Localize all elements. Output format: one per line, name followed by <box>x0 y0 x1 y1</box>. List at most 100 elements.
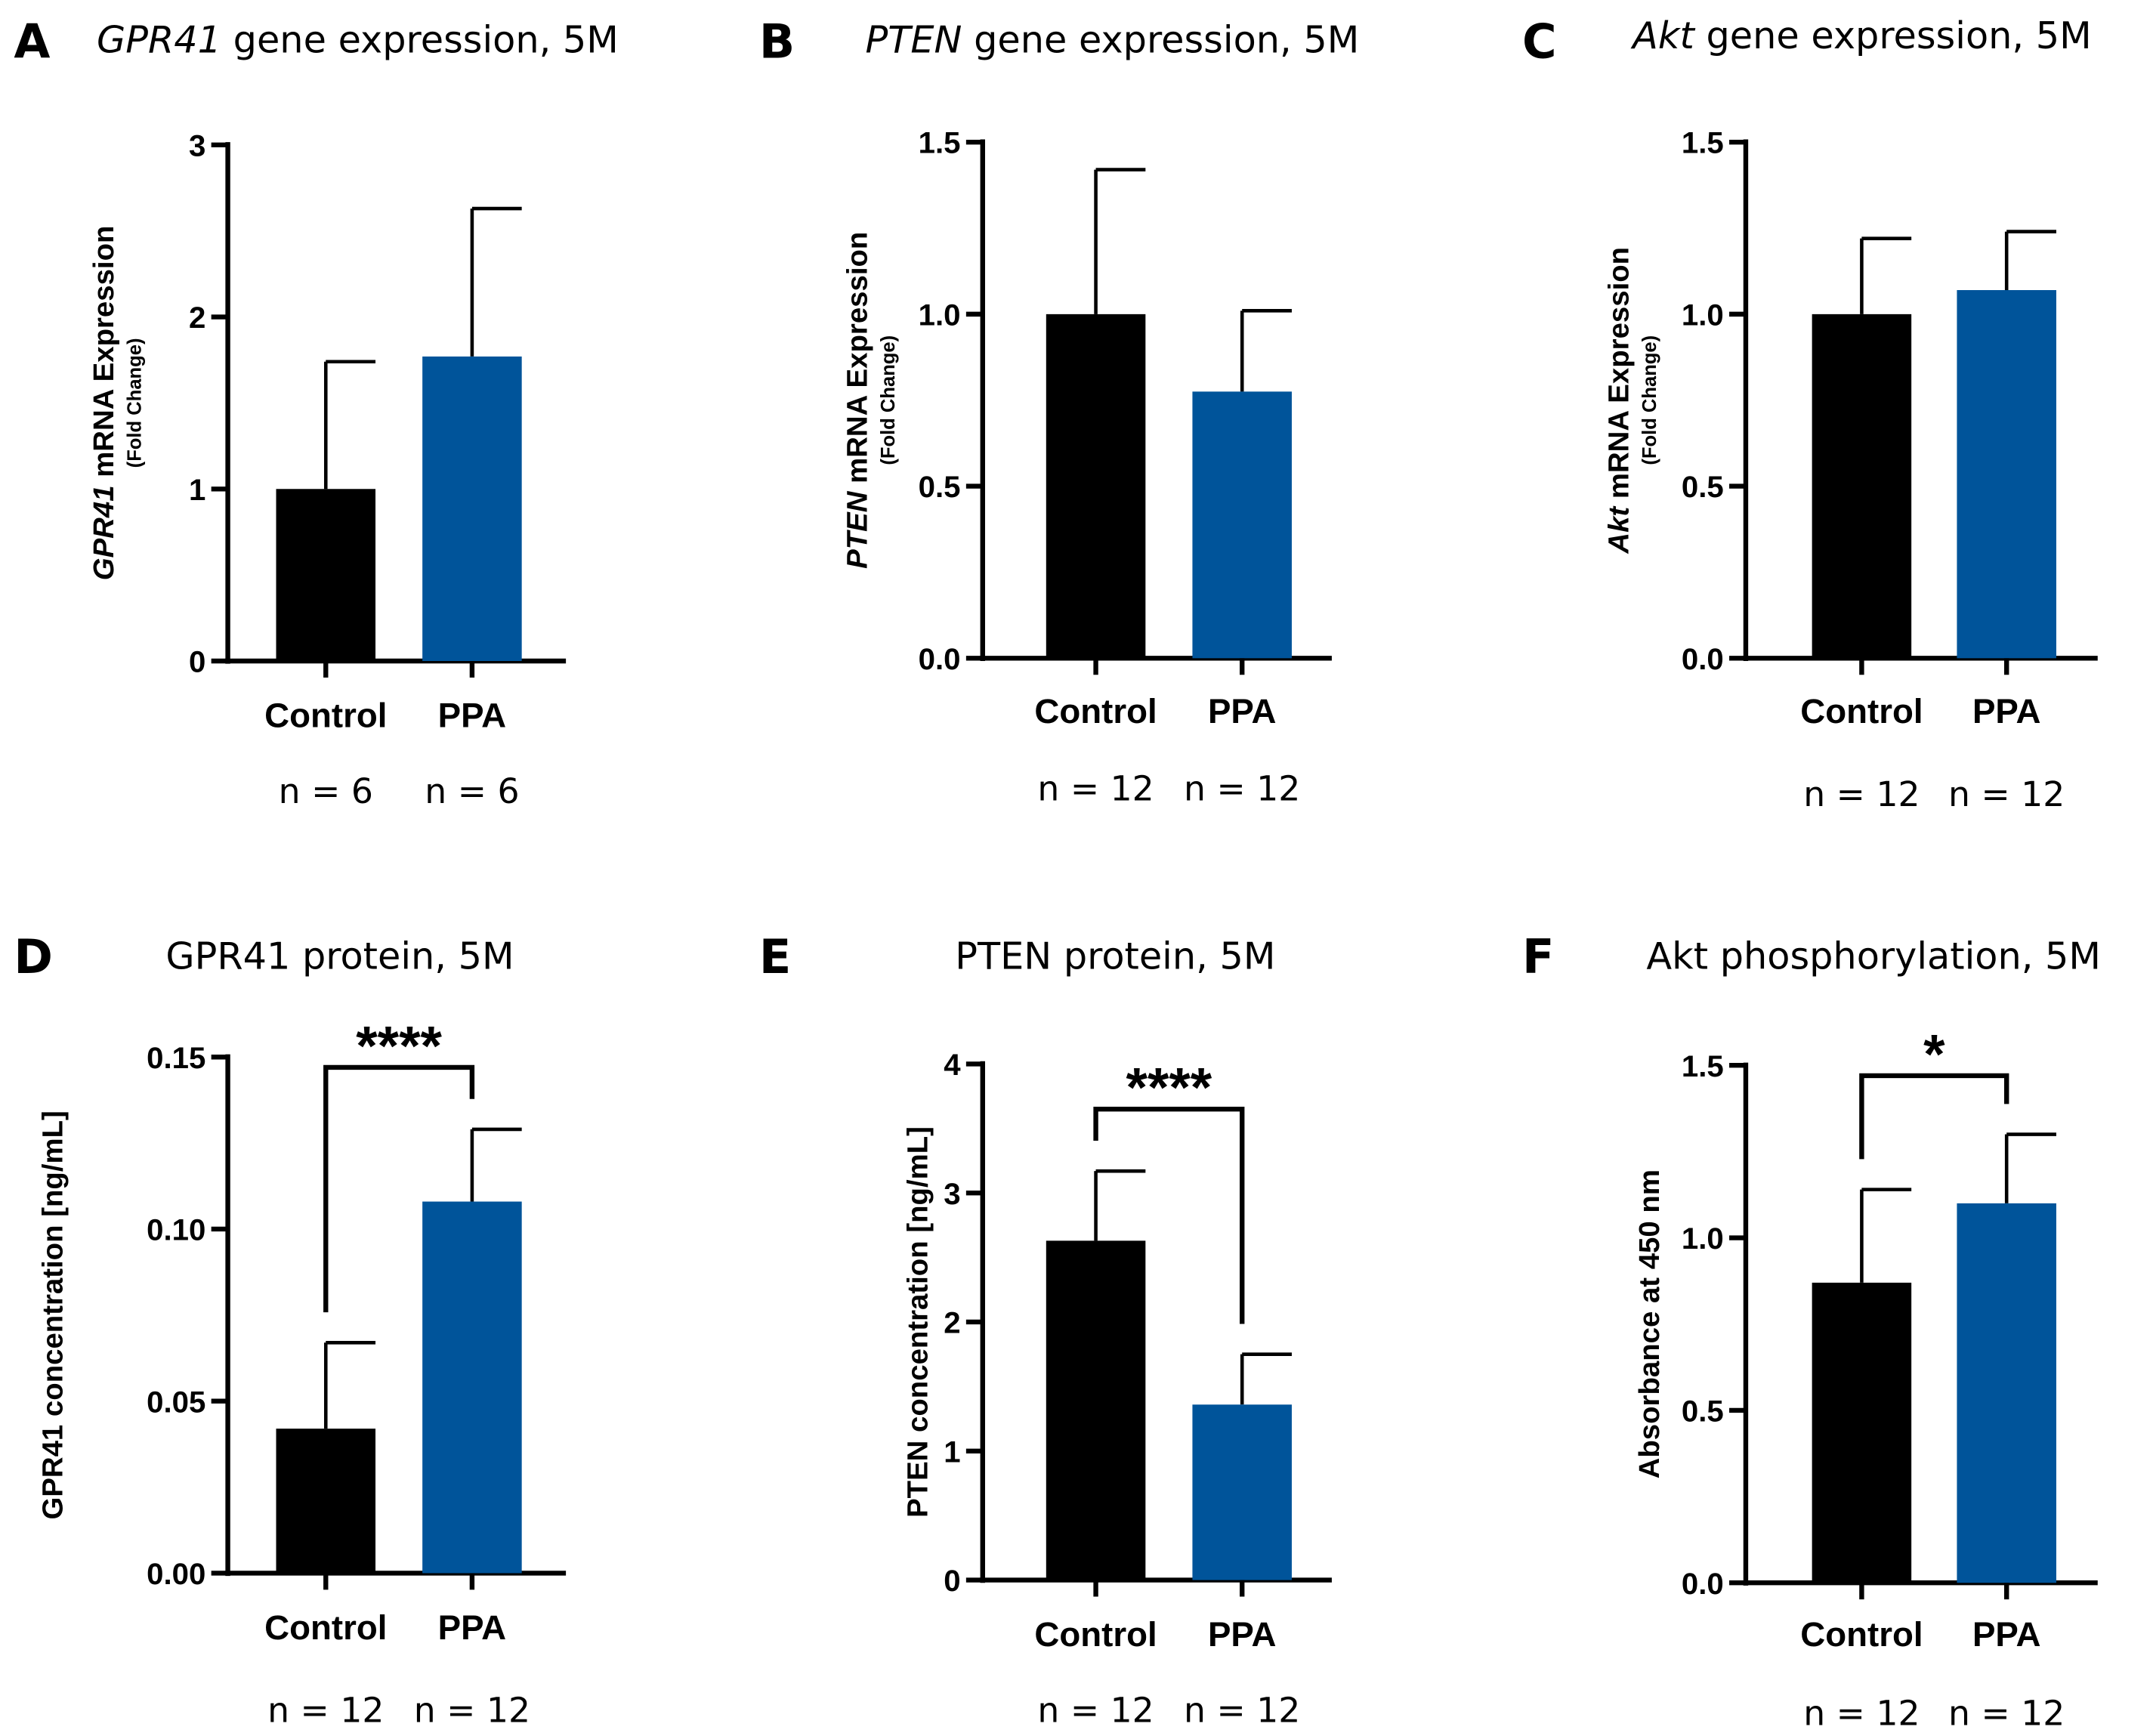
y-axis-sublabel: (Fold Change) <box>878 335 899 465</box>
bar-control <box>1046 314 1146 659</box>
panel-title: PTEN protein, 5M <box>955 934 1275 978</box>
sample-size-label: n = 6 <box>425 771 519 811</box>
ylabel-text: mRNA Expression <box>1603 247 1636 507</box>
ylabel-italic: Akt <box>1603 505 1636 554</box>
y-tick-label: 2 <box>189 301 205 335</box>
panel-letter: E <box>759 929 791 984</box>
y-tick-label: 1.5 <box>1682 126 1724 160</box>
panel-letter: A <box>14 14 50 70</box>
ylabel-text: mRNA Expression <box>841 232 873 492</box>
y-tick-label: 0.0 <box>919 642 961 676</box>
title-text: gene expression, 5M <box>1694 14 2092 57</box>
panel-d: D GPR41 protein, 5M GPR41 concentration [n… <box>14 929 567 1731</box>
x-tick-label: PPA <box>1208 692 1277 731</box>
y-tick-label: 1.5 <box>1682 1049 1724 1083</box>
sample-size-label: n = 12 <box>1948 1693 2065 1733</box>
y-axis-label: GPR41 mRNA Expression <box>88 226 120 581</box>
ylabel-text: mRNA Expression <box>88 226 120 486</box>
y-axis-label: Akt mRNA Expression <box>1603 247 1636 554</box>
panel-letter: B <box>759 14 795 70</box>
panel-letter: D <box>14 929 53 984</box>
y-tick-label: 0.5 <box>1682 470 1724 504</box>
ylabel-text: PTEN concentration [ng/mL] <box>902 1126 934 1518</box>
x-tick-label: Control <box>1034 1615 1157 1654</box>
title-italic: GPR41 <box>97 17 221 61</box>
y-tick-label: 1 <box>944 1435 960 1469</box>
bar-control <box>1812 314 1912 659</box>
y-axis-label: PTEN mRNA Expression <box>841 232 873 569</box>
panel-letter: F <box>1522 929 1554 984</box>
ylabel-text: GPR41 concentration [ng/mL] <box>36 1110 69 1519</box>
sample-size-label: n = 12 <box>1037 1691 1154 1731</box>
y-tick-label: 0.5 <box>1682 1395 1724 1429</box>
y-tick-label: 2 <box>944 1306 960 1340</box>
x-tick-label: Control <box>1800 692 1923 731</box>
sample-size-label: n = 12 <box>1803 1693 1920 1733</box>
sample-size-label: n = 6 <box>279 771 373 811</box>
title-italic: PTEN <box>866 17 962 61</box>
title-text: gene expression, 5M <box>221 17 619 61</box>
ylabel-italic: PTEN <box>841 490 873 569</box>
panel-title: GPR41 gene expression, 5M <box>97 17 619 61</box>
y-axis-sublabel: (Fold Change) <box>1639 335 1660 465</box>
sample-size-label: n = 12 <box>1184 1691 1300 1731</box>
title-text: gene expression, 5M <box>962 17 1359 61</box>
y-tick-label: 0.10 <box>147 1213 205 1247</box>
significance-label: * <box>1923 1024 1945 1085</box>
sample-size-label: n = 12 <box>1184 768 1300 808</box>
bar-ppa <box>1957 289 2056 659</box>
y-axis-label: GPR41 concentration [ng/mL] <box>36 1110 69 1519</box>
bar-control <box>1812 1282 1912 1583</box>
y-axis-label: PTEN concentration [ng/mL] <box>902 1126 934 1518</box>
x-tick-label: PPA <box>1972 692 2040 731</box>
title-italic: Akt <box>1630 14 1695 57</box>
bar-ppa <box>422 356 522 661</box>
bar-ppa <box>1192 391 1292 659</box>
significance-bracket <box>1093 1106 1245 1324</box>
panel-title: Akt phosphorylation, 5M <box>1646 934 2101 978</box>
bar-control <box>276 1429 376 1574</box>
x-tick-label: Control <box>264 1608 387 1647</box>
x-tick-label: PPA <box>438 1608 506 1647</box>
x-tick-label: PPA <box>438 697 506 735</box>
y-axis-label: Absorbance at 450 nm <box>1633 1169 1666 1478</box>
sample-size-label: n = 12 <box>1803 774 1920 814</box>
y-tick-label: 0.00 <box>147 1557 205 1591</box>
panel-title: Akt gene expression, 5M <box>1630 14 2092 57</box>
bar-ppa <box>1192 1404 1292 1580</box>
y-tick-label: 0.0 <box>1682 642 1724 676</box>
ylabel-text: Absorbance at 450 nm <box>1633 1169 1666 1478</box>
y-tick-label: 0.0 <box>1682 1567 1724 1601</box>
panel-f: F Akt phosphorylation, 5M Absorbance at 45… <box>1522 929 2101 1734</box>
y-tick-label: 1.5 <box>919 126 961 160</box>
y-tick-label: 0.15 <box>147 1041 205 1075</box>
y-tick-label: 1 <box>189 473 205 507</box>
bar-ppa <box>1957 1203 2056 1583</box>
x-tick-label: Control <box>1800 1615 1923 1654</box>
bar-ppa <box>422 1201 522 1574</box>
sample-size-label: n = 12 <box>267 1691 384 1731</box>
title-text: PTEN protein, 5M <box>955 934 1275 978</box>
sample-size-label: n = 12 <box>1037 768 1154 808</box>
y-tick-label: 3 <box>944 1177 960 1211</box>
panel-letter: C <box>1522 14 1557 70</box>
sample-size-label: n = 12 <box>414 1691 530 1731</box>
sample-size-label: n = 12 <box>1948 774 2065 814</box>
panel-e: E PTEN protein, 5M PTEN concentration [ng/… <box>759 929 1332 1731</box>
significance-label: **** <box>356 1015 442 1077</box>
y-tick-label: 0 <box>189 645 205 679</box>
x-tick-label: Control <box>264 697 387 735</box>
bar-control <box>1046 1240 1146 1580</box>
y-tick-label: 1.0 <box>1682 1222 1724 1256</box>
y-tick-label: 0.05 <box>147 1385 205 1419</box>
x-tick-label: PPA <box>1972 1615 2040 1654</box>
y-tick-label: 1.0 <box>919 298 961 332</box>
y-tick-label: 1.0 <box>1682 298 1724 332</box>
y-axis-sublabel: (Fold Change) <box>124 338 145 468</box>
x-tick-label: Control <box>1034 692 1157 731</box>
panel-title: PTEN gene expression, 5M <box>866 17 1360 61</box>
